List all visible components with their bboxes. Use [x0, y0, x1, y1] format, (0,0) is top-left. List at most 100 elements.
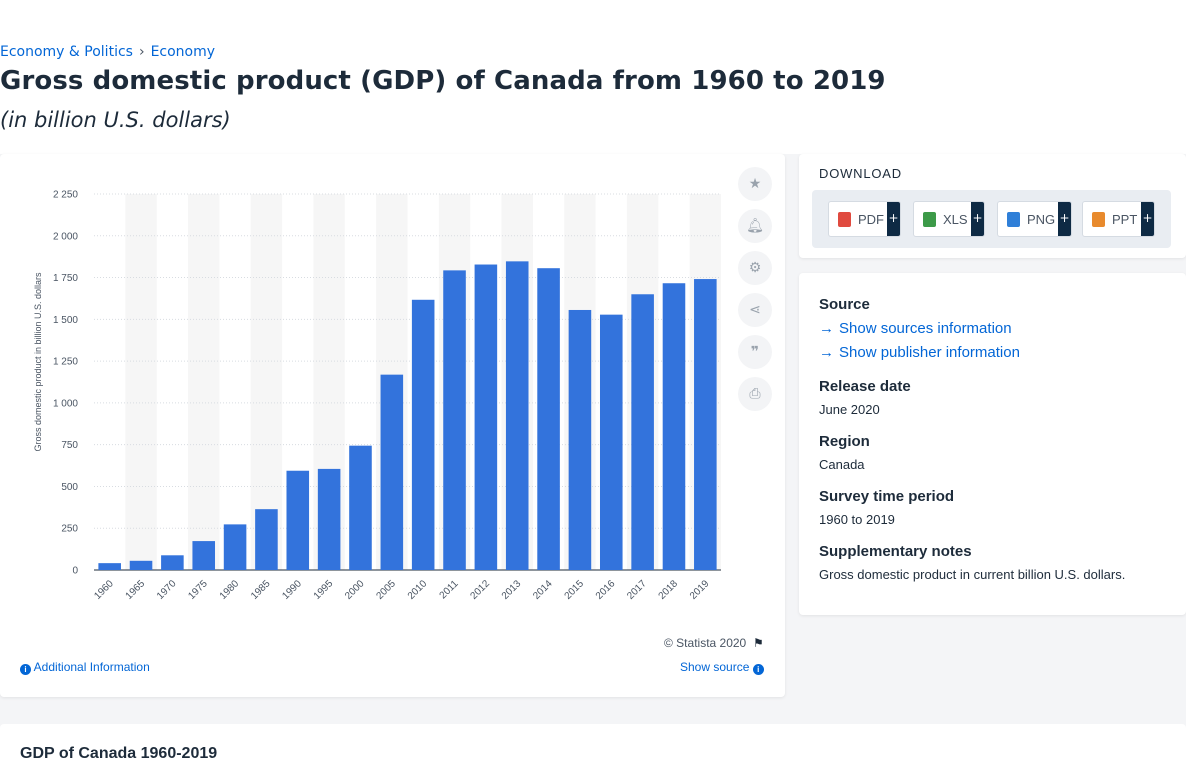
x-tick-label: 1990	[280, 578, 304, 602]
show-source-label: Show source	[680, 660, 750, 674]
x-tick-label: 1980	[218, 578, 242, 602]
supplementary-notes-heading: Supplementary notes	[819, 543, 972, 560]
bar-2000	[349, 445, 372, 570]
download-ppt-label: PPT	[1112, 211, 1138, 227]
y-axis-title: Gross domestic product in billion U.S. d…	[33, 272, 43, 452]
x-tick-label: 2016	[594, 578, 618, 602]
copyright: © Statista 2020	[664, 636, 747, 650]
bar-2016	[599, 314, 623, 570]
bar-1995	[317, 468, 341, 570]
breadcrumb-separator: ›	[138, 44, 145, 60]
favorite-button[interactable]: ★	[738, 167, 772, 201]
download-title: DOWNLOAD	[819, 166, 902, 181]
breadcrumb-economy-politics[interactable]: Economy & Politics	[0, 44, 133, 60]
column-band	[250, 194, 283, 570]
x-tick-label: 2010	[406, 578, 430, 602]
x-tick-label: 2011	[438, 578, 461, 601]
region-value: Canada	[819, 457, 865, 472]
release-date-heading: Release date	[819, 378, 911, 395]
png-icon	[1007, 211, 1020, 227]
x-tick-label: 2005	[374, 578, 398, 602]
share-button[interactable]: ⋖	[738, 293, 772, 327]
bar-2015	[568, 309, 592, 570]
y-tick-label: 500	[61, 482, 78, 493]
flag-icon[interactable]: ⚑	[753, 636, 764, 650]
statistic-details-card: Source → Show sources information → Show p…	[799, 273, 1186, 615]
x-tick-label: 2019	[688, 578, 712, 602]
bar-2012	[474, 264, 498, 570]
bar-2010	[411, 299, 435, 570]
page-title: Gross domestic product (GDP) of Canada f…	[0, 66, 886, 96]
show-sources-link[interactable]: → Show sources information	[819, 320, 1012, 337]
bar-1960	[98, 563, 121, 570]
arrow-right-icon: →	[819, 344, 834, 361]
info-icon: i	[20, 664, 31, 675]
ppt-icon	[1092, 211, 1105, 227]
bell-icon: 🔔︎	[746, 218, 764, 234]
release-date-value: June 2020	[819, 402, 880, 417]
region-heading: Region	[819, 433, 870, 450]
page-header: Economy & Politics › Economy Gross domesti…	[0, 36, 1186, 154]
bar-1975	[192, 541, 216, 570]
print-button[interactable]: ⎙	[738, 377, 772, 411]
page-subtitle: (in billion U.S. dollars)	[0, 108, 231, 132]
x-tick-label: 2017	[625, 578, 649, 602]
survey-period-heading: Survey time period	[819, 488, 955, 505]
chart-card: 0 250 500 750 1 000 1 250 1 500 1 750 2 000 2 250…	[0, 154, 785, 697]
gear-icon: ⚙	[748, 260, 762, 276]
plus-icon: +	[887, 202, 900, 236]
download-pdf-button[interactable]: PDF +	[828, 201, 901, 237]
download-xls-button[interactable]: XLS +	[913, 201, 985, 237]
additional-information-label: Additional Information	[33, 660, 150, 674]
plus-icon: +	[1058, 202, 1071, 236]
download-png-label: PNG	[1027, 211, 1056, 227]
bar-2014	[537, 268, 560, 570]
download-png-button[interactable]: PNG +	[997, 201, 1072, 237]
quote-icon: ❞	[750, 344, 760, 360]
y-tick-label: 1 500	[53, 315, 78, 326]
xls-icon	[923, 211, 936, 227]
settings-button[interactable]: ⚙	[738, 251, 772, 285]
x-tick-label: 1975	[186, 578, 210, 602]
additional-information-link[interactable]: i Additional Information	[20, 660, 150, 675]
print-icon: ⎙	[749, 386, 761, 402]
x-tick-label: 1970	[155, 578, 179, 602]
bar-1985	[255, 509, 278, 570]
show-sources-label: Show sources information	[839, 320, 1012, 337]
cite-button[interactable]: ❞	[738, 335, 772, 369]
x-tick-label: 2012	[468, 578, 492, 602]
x-tick-label: 2018	[657, 578, 681, 602]
column-band	[125, 194, 157, 570]
bar-2005	[380, 374, 404, 570]
bar-2019	[694, 279, 717, 570]
column-band	[188, 194, 220, 570]
y-tick-label: 1 750	[53, 273, 78, 284]
show-source-link[interactable]: Show source i	[680, 660, 764, 675]
source-heading: Source	[819, 296, 870, 313]
x-tick-label: 2014	[531, 578, 555, 602]
x-tick-label: 1985	[249, 578, 273, 602]
breadcrumb-economy[interactable]: Economy	[150, 44, 216, 60]
bottom-section: GDP of Canada 1960-2019	[0, 724, 1186, 760]
bar-1980	[223, 524, 247, 570]
bar-2018	[662, 283, 686, 570]
bar-chart: 0 250 500 750 1 000 1 250 1 500 1 750 2 000 2 250…	[33, 190, 721, 602]
plus-icon: +	[1141, 202, 1154, 236]
bar-1970	[161, 555, 184, 570]
y-tick-label: 250	[61, 524, 78, 535]
y-tick-label: 2 250	[53, 190, 78, 201]
x-tick-label: 2015	[563, 578, 587, 602]
x-tick-label: 2013	[500, 578, 524, 602]
show-publisher-label: Show publisher information	[839, 344, 1020, 361]
star-icon: ★	[748, 176, 762, 192]
x-tick-label: 1960	[92, 578, 116, 602]
download-buttons: PDF + XLS + PNG + PPT +	[812, 190, 1171, 248]
x-tick-label: 1965	[124, 578, 148, 602]
top-bar	[0, 0, 1186, 36]
y-tick-label: 0	[72, 566, 78, 577]
y-tick-label: 750	[61, 440, 78, 451]
download-xls-label: XLS	[943, 211, 968, 227]
download-ppt-button[interactable]: PPT +	[1082, 201, 1155, 237]
notification-button[interactable]: 🔔︎	[738, 209, 772, 243]
show-publisher-link[interactable]: → Show publisher information	[819, 344, 1020, 361]
